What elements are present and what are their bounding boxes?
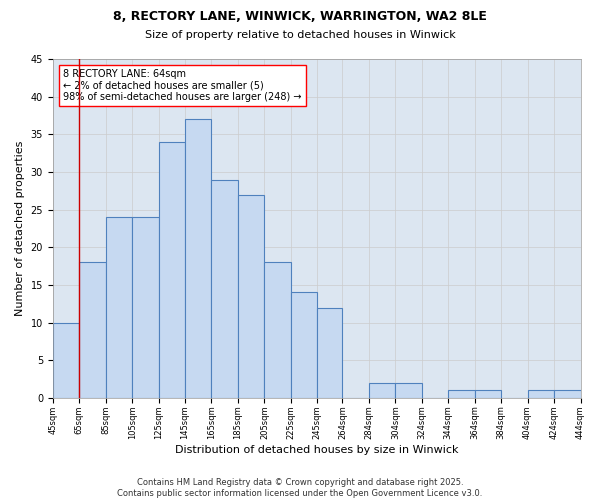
Text: 8, RECTORY LANE, WINWICK, WARRINGTON, WA2 8LE: 8, RECTORY LANE, WINWICK, WARRINGTON, WA… [113, 10, 487, 23]
Bar [185, 120, 211, 398]
Bar [395, 383, 422, 398]
Bar [132, 217, 158, 398]
Text: Size of property relative to detached houses in Winwick: Size of property relative to detached ho… [145, 30, 455, 40]
Bar [79, 262, 106, 398]
Bar [211, 180, 238, 398]
Bar [265, 262, 291, 398]
Bar [317, 308, 343, 398]
Bar [369, 383, 395, 398]
Bar [238, 194, 265, 398]
Text: Contains HM Land Registry data © Crown copyright and database right 2025.
Contai: Contains HM Land Registry data © Crown c… [118, 478, 482, 498]
Bar [527, 390, 554, 398]
Text: 8 RECTORY LANE: 64sqm
← 2% of detached houses are smaller (5)
98% of semi-detach: 8 RECTORY LANE: 64sqm ← 2% of detached h… [64, 69, 302, 102]
Bar [53, 322, 79, 398]
Bar [554, 390, 581, 398]
Bar [475, 390, 501, 398]
Y-axis label: Number of detached properties: Number of detached properties [15, 141, 25, 316]
Bar [291, 292, 317, 398]
X-axis label: Distribution of detached houses by size in Winwick: Distribution of detached houses by size … [175, 445, 458, 455]
Bar [158, 142, 185, 398]
Bar [448, 390, 475, 398]
Bar [106, 217, 132, 398]
